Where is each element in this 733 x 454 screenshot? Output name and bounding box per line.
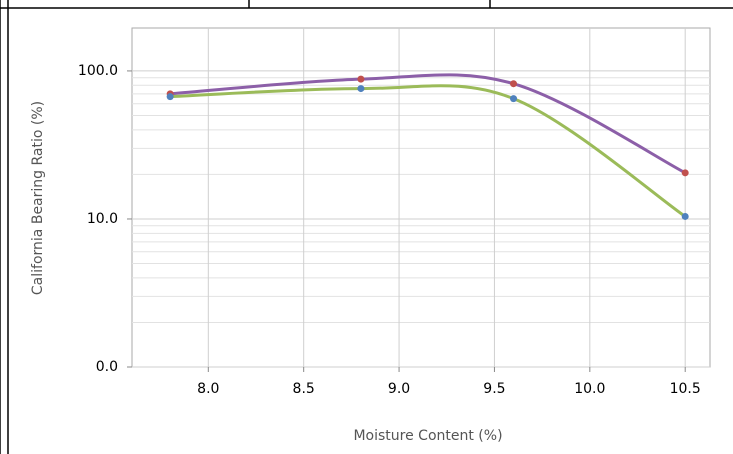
plot-area bbox=[131, 27, 711, 368]
x-tick-label: 9.5 bbox=[483, 381, 505, 397]
series-line bbox=[170, 73, 686, 175]
data-point bbox=[357, 75, 365, 83]
x-axis-title: Moisture Content (%) bbox=[353, 428, 502, 444]
data-point bbox=[681, 212, 689, 220]
y-axis-title: California Bearing Ratio (%) bbox=[30, 101, 46, 295]
x-tick-label: 8.0 bbox=[197, 381, 219, 397]
data-point bbox=[510, 95, 518, 103]
data-point bbox=[681, 169, 689, 177]
data-point bbox=[166, 93, 174, 101]
series-line bbox=[170, 84, 687, 218]
y-tick-label: 10.0 bbox=[87, 211, 118, 227]
data-point bbox=[510, 80, 518, 88]
x-tick-label: 8.5 bbox=[293, 381, 315, 397]
y-tick-label: 0.0 bbox=[96, 359, 118, 375]
data-point bbox=[357, 85, 365, 93]
x-tick-label: 10.5 bbox=[670, 381, 701, 397]
x-tick-label: 9.0 bbox=[388, 381, 410, 397]
y-tick-label: 100.0 bbox=[78, 63, 118, 79]
x-tick-label: 10.0 bbox=[574, 381, 605, 397]
